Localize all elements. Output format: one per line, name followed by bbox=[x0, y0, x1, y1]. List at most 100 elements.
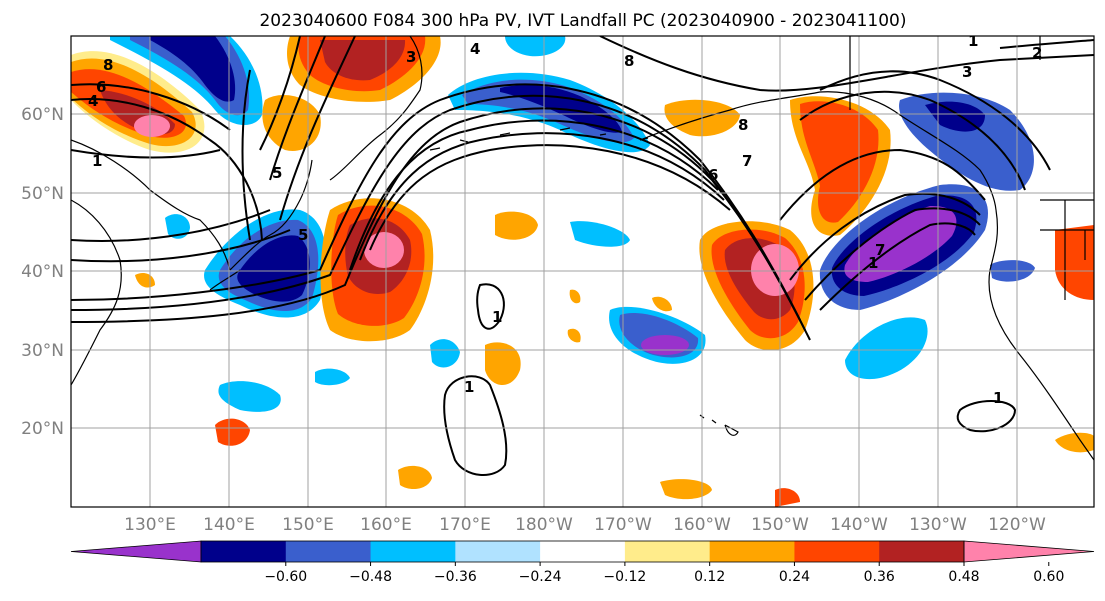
colorbar-tick-label: −0.48 bbox=[349, 569, 392, 585]
pv-shading bbox=[71, 36, 1094, 507]
contour-line bbox=[956, 400, 1017, 433]
pv-positive-anomaly bbox=[660, 479, 712, 500]
contour-line bbox=[359, 132, 725, 261]
map-title: 2023040600 F084 300 hPa PV, IVT Landfall… bbox=[259, 11, 906, 31]
colorbar-tick-label: 0.12 bbox=[694, 569, 725, 585]
contour-line bbox=[71, 149, 221, 159]
lon-label: 140°W bbox=[830, 515, 888, 535]
colorbar-tick-label: −0.12 bbox=[603, 569, 646, 585]
contour-label: 4 bbox=[470, 40, 480, 58]
contour-line bbox=[789, 192, 981, 281]
lat-label: 40°N bbox=[21, 262, 64, 282]
colorbar-tick-label: 0.48 bbox=[948, 569, 979, 585]
colorbar-extend-min bbox=[70, 540, 202, 563]
contour-label: 1 bbox=[868, 254, 878, 272]
gridlines bbox=[71, 36, 1094, 507]
colorbar-tick-label: 0.60 bbox=[1033, 569, 1064, 585]
contour-label: 1 bbox=[92, 152, 102, 170]
lat-label: 50°N bbox=[21, 184, 64, 204]
asia-coastline bbox=[71, 139, 231, 271]
contour-label: 1 bbox=[968, 32, 978, 50]
contour-line bbox=[804, 207, 981, 301]
pv-positive-anomaly bbox=[775, 488, 800, 507]
contour-label: 1 bbox=[993, 389, 1003, 407]
lon-label: 180°W bbox=[515, 515, 573, 535]
colorbar-segment bbox=[201, 541, 287, 562]
lon-label: 120°W bbox=[988, 515, 1046, 535]
lon-label: 140°E bbox=[203, 515, 255, 535]
contour-line bbox=[476, 283, 505, 330]
contour-line bbox=[71, 107, 811, 341]
pv-negative-anomaly bbox=[845, 317, 928, 380]
pv-negative-anomaly bbox=[110, 36, 263, 126]
colorbar-tick-label: −0.24 bbox=[519, 569, 562, 585]
japan-coastline bbox=[209, 269, 241, 291]
longitude-labels: 130°E 140°E 150°E 160°E 170°E 180°W 170°… bbox=[124, 515, 1046, 535]
map-panel: 8 6 4 1 5 4 8 3 5 7 6 8 1 1 1 2 3 1 7 1 bbox=[70, 32, 1095, 508]
contour-label: 5 bbox=[272, 164, 282, 182]
pv-positive-anomaly bbox=[567, 328, 581, 343]
contour-line bbox=[71, 98, 263, 241]
contour-line bbox=[259, 36, 301, 151]
lon-label: 170°E bbox=[439, 515, 491, 535]
pv-negative-anomaly bbox=[505, 36, 566, 57]
pv-positive-anomaly bbox=[1055, 432, 1094, 453]
contour-line bbox=[71, 83, 231, 131]
contour-labels: 8 6 4 1 5 4 8 3 5 7 6 8 1 1 1 2 3 1 7 1 bbox=[88, 32, 1042, 407]
colorbar-extend-max bbox=[963, 540, 1095, 563]
contour-label: 7 bbox=[875, 241, 885, 259]
colorbar-tick-label: 0.24 bbox=[779, 569, 810, 585]
colorbar-segment bbox=[285, 541, 372, 562]
state-borders bbox=[849, 36, 1094, 300]
contour-label: 5 bbox=[298, 226, 308, 244]
pv-positive-anomaly bbox=[320, 198, 434, 342]
pv-negative-anomaly bbox=[218, 381, 281, 412]
pv-positive-anomaly bbox=[652, 296, 672, 312]
colorbar-segment bbox=[455, 541, 541, 562]
contour-label: 1 bbox=[464, 378, 474, 396]
contour-label: 3 bbox=[406, 48, 416, 66]
contour-label: 3 bbox=[962, 63, 972, 81]
colorbar-tick-label: 0.36 bbox=[864, 569, 895, 585]
contour-label: 8 bbox=[738, 116, 748, 134]
contour-line bbox=[71, 83, 801, 321]
pv-positive-anomaly bbox=[398, 465, 432, 490]
contour-label: 8 bbox=[103, 56, 113, 74]
contour-line bbox=[819, 222, 976, 311]
contour-label: 7 bbox=[742, 152, 752, 170]
kamchatka-coastline bbox=[329, 36, 423, 181]
lon-label: 170°W bbox=[594, 515, 652, 535]
contour-line bbox=[349, 119, 719, 271]
colorbar-tick-label: −0.36 bbox=[434, 569, 477, 585]
contour-line bbox=[779, 148, 986, 221]
coastlines bbox=[71, 36, 1094, 461]
colorbar-segment bbox=[370, 541, 456, 562]
contour-line bbox=[279, 36, 356, 221]
contour-line bbox=[269, 36, 326, 181]
lat-label: 20°N bbox=[21, 419, 64, 439]
pv-positive-anomaly bbox=[485, 342, 521, 386]
pv-positive-anomaly bbox=[215, 418, 250, 446]
contour-line bbox=[71, 209, 271, 242]
pv-negative-anomaly bbox=[570, 221, 630, 247]
lat-label: 30°N bbox=[21, 341, 64, 361]
contour-label: 4 bbox=[88, 92, 98, 110]
contour-line bbox=[241, 69, 251, 241]
pv-negative-anomaly bbox=[430, 339, 460, 368]
colorbar: −0.60 −0.48 −0.36 −0.24 −0.12 0.12 0.24 0.36 0.4… bbox=[70, 540, 1095, 585]
pv-positive-anomaly bbox=[569, 289, 581, 304]
lon-label: 130°E bbox=[124, 515, 176, 535]
pv-negative-anomaly bbox=[315, 368, 350, 386]
lat-label: 60°N bbox=[21, 105, 64, 125]
colorbar-segment bbox=[624, 541, 711, 562]
contour-line bbox=[819, 70, 1051, 171]
pv-positive-anomaly bbox=[287, 36, 441, 102]
contour-line bbox=[71, 229, 291, 263]
japan-coastline bbox=[229, 159, 313, 271]
alaska-coastline bbox=[639, 91, 997, 211]
colorbar-segment bbox=[879, 541, 965, 562]
contour-label: 6 bbox=[708, 166, 718, 184]
contour-line bbox=[999, 39, 1094, 49]
colorbar-tick-label: −0.60 bbox=[264, 569, 307, 585]
pv-positive-anomaly bbox=[495, 211, 538, 240]
